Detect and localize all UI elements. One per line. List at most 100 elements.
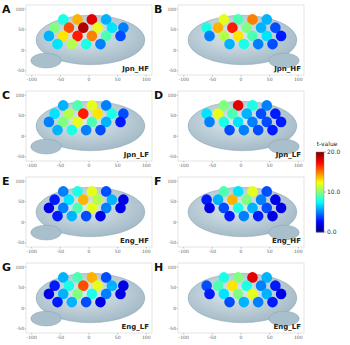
y-tick — [177, 328, 179, 329]
channel — [52, 125, 63, 136]
plot-frame — [26, 263, 152, 333]
x-tick-label: -100 — [27, 163, 37, 168]
panel-title: Jpn_HF — [121, 65, 149, 73]
x-tick-label: 0 — [240, 335, 243, 340]
channel — [253, 39, 264, 50]
channel — [204, 31, 215, 42]
x-tick-label: 50 — [267, 249, 273, 254]
x-tick-label: 100 — [142, 335, 151, 340]
channel — [52, 39, 63, 50]
y-tick — [177, 115, 179, 116]
plot-area — [31, 186, 145, 240]
channel — [67, 125, 78, 136]
y-tick-label: -50 — [17, 326, 24, 331]
channel — [267, 211, 278, 222]
plot-frame — [178, 177, 304, 247]
y-tick — [177, 156, 179, 157]
channel — [67, 39, 78, 50]
colorbar-step — [316, 152, 324, 154]
panel: -100-50050100-50050100CJpn_LF — [2, 89, 152, 168]
channel — [276, 289, 287, 300]
y-tick-label: 100 — [167, 179, 176, 184]
cerebellum — [31, 225, 61, 240]
x-tick-label: 0 — [88, 335, 91, 340]
y-tick — [177, 9, 179, 10]
y-tick-label: -50 — [169, 326, 176, 331]
x-tick-label: 100 — [294, 249, 303, 254]
y-tick-label: 100 — [167, 93, 176, 98]
colorbar-tick — [324, 152, 326, 153]
x-tick-label: -50 — [57, 77, 64, 82]
colorbar-tick-label: 0.0 — [327, 228, 337, 235]
y-tick — [25, 287, 27, 288]
panel-letter: G — [2, 261, 11, 274]
channel — [267, 39, 278, 50]
y-tick — [25, 201, 27, 202]
y-tick-label: 0 — [173, 220, 176, 225]
channel — [95, 125, 106, 136]
y-tick — [177, 136, 179, 137]
channel — [239, 125, 250, 136]
y-tick-label: 0 — [173, 48, 176, 53]
y-tick — [25, 29, 27, 30]
y-tick — [25, 70, 27, 71]
channel — [95, 211, 106, 222]
channel — [276, 203, 287, 214]
panel-title: Jpn_LF — [275, 151, 302, 159]
channel — [115, 203, 126, 214]
colorbar-tick — [324, 192, 326, 193]
y-tick-label: 0 — [21, 48, 24, 53]
x-tick-label: -50 — [57, 249, 64, 254]
channel — [115, 289, 126, 300]
channel — [224, 125, 235, 136]
x-tick-label: 0 — [88, 163, 91, 168]
y-tick-label: 50 — [18, 285, 24, 290]
channel — [44, 289, 55, 300]
x-tick-label: 50 — [267, 163, 273, 168]
x-tick-label: -100 — [179, 249, 189, 254]
channel — [67, 211, 78, 222]
y-tick-label: 50 — [18, 199, 24, 204]
y-tick-label: 0 — [173, 134, 176, 139]
colorbar-tick — [324, 232, 326, 233]
x-tick-label: 0 — [88, 77, 91, 82]
y-tick-label: 100 — [15, 179, 24, 184]
channel — [81, 297, 92, 308]
channel — [204, 117, 215, 128]
x-tick-label: 0 — [88, 249, 91, 254]
x-tick-label: -100 — [179, 77, 189, 82]
y-tick — [177, 181, 179, 182]
channel — [44, 203, 55, 214]
panel-letter: H — [154, 261, 163, 274]
panel-letter: D — [154, 89, 163, 102]
cerebellum — [31, 53, 61, 68]
y-tick — [25, 50, 27, 51]
plot-area — [188, 14, 299, 68]
y-tick — [177, 50, 179, 51]
y-tick — [25, 242, 27, 243]
y-tick-label: 100 — [167, 265, 176, 270]
channel — [67, 297, 78, 308]
y-tick-label: 0 — [21, 306, 24, 311]
x-tick-label: -50 — [57, 163, 64, 168]
y-tick — [25, 9, 27, 10]
channel — [52, 297, 63, 308]
x-tick-label: -50 — [57, 335, 64, 340]
y-tick-label: 50 — [170, 285, 176, 290]
channel — [239, 39, 250, 50]
y-tick — [177, 222, 179, 223]
x-tick-label: 50 — [115, 77, 121, 82]
x-tick-label: 50 — [115, 163, 121, 168]
x-tick-label: 50 — [267, 77, 273, 82]
panel: -100-50050100-50050100BJpn_HF — [154, 3, 304, 82]
panel: -100-50050100-50050100HEng_LF — [154, 261, 304, 340]
y-tick — [177, 267, 179, 268]
channel — [81, 39, 92, 50]
x-tick-label: -100 — [27, 77, 37, 82]
x-tick-label: 0 — [240, 77, 243, 82]
y-tick-label: -50 — [169, 68, 176, 73]
x-tick-label: -100 — [27, 249, 37, 254]
channel — [267, 125, 278, 136]
channel — [267, 297, 278, 308]
panel: -100-50050100-50050100GEng_LF — [2, 261, 152, 340]
